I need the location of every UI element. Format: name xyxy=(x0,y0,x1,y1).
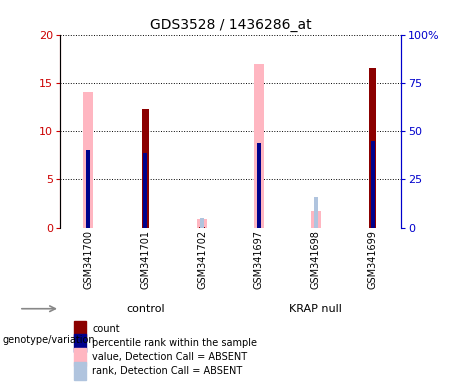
Bar xyxy=(86,151,90,228)
Bar xyxy=(371,141,375,228)
Title: GDS3528 / 1436286_at: GDS3528 / 1436286_at xyxy=(150,18,311,32)
Bar xyxy=(143,153,147,228)
Text: value, Detection Call = ABSENT: value, Detection Call = ABSENT xyxy=(92,352,248,362)
Bar xyxy=(200,218,204,228)
Text: genotype/variation: genotype/variation xyxy=(2,335,95,345)
Text: control: control xyxy=(126,304,165,314)
Text: GSM341700: GSM341700 xyxy=(83,230,94,289)
Bar xyxy=(142,109,148,228)
Bar xyxy=(74,321,86,338)
Bar xyxy=(311,211,321,228)
Text: GSM341699: GSM341699 xyxy=(367,230,378,288)
Text: count: count xyxy=(92,324,120,334)
Text: GSM341698: GSM341698 xyxy=(311,230,321,288)
Bar xyxy=(314,197,318,228)
Text: KRAP null: KRAP null xyxy=(290,304,342,314)
Bar xyxy=(83,93,94,228)
Bar xyxy=(199,227,206,228)
Bar xyxy=(197,219,207,228)
Bar xyxy=(74,334,86,352)
Bar xyxy=(369,68,376,228)
Text: GSM341702: GSM341702 xyxy=(197,230,207,289)
Bar xyxy=(257,143,261,228)
Text: percentile rank within the sample: percentile rank within the sample xyxy=(92,338,257,348)
Text: GSM341697: GSM341697 xyxy=(254,230,264,289)
Text: rank, Detection Call = ABSENT: rank, Detection Call = ABSENT xyxy=(92,366,242,376)
Bar xyxy=(74,362,86,379)
Bar xyxy=(74,348,86,366)
Text: GSM341701: GSM341701 xyxy=(140,230,150,289)
Bar xyxy=(254,63,264,228)
